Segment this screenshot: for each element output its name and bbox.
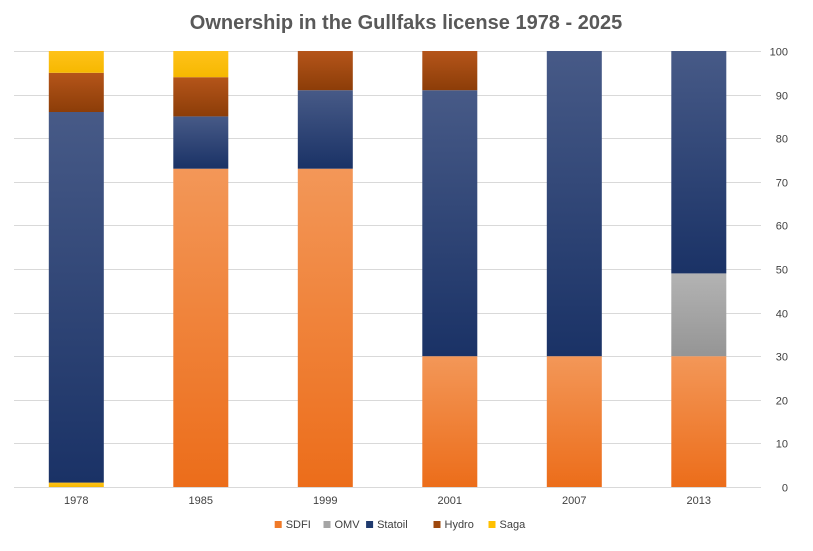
bar-segment-sdfi-1985 — [173, 168, 229, 487]
legend-swatch-sdfi — [274, 521, 282, 528]
bar-segment-statoil-2001 — [422, 90, 478, 357]
legend: SDFI OMV Statoil Hydro Saga — [274, 519, 527, 531]
legend-label-hydro: Hydro — [445, 519, 474, 531]
legend-label-statoil: Statoil — [377, 519, 408, 531]
y-tick-label: 100 — [770, 47, 788, 59]
legend-swatch-statoil — [366, 521, 374, 528]
chart-title: Ownership in the Gullfaks license 1978 -… — [190, 12, 622, 34]
bar-segment-hydro-1978 — [48, 72, 104, 112]
bar-segment-sdfi-2013 — [671, 356, 727, 487]
y-tick-label: 40 — [776, 309, 788, 321]
x-axis-ticks: 1978 1985 1999 2001 2007 2013 — [64, 495, 711, 507]
bar-segment-statoil-1999 — [297, 90, 353, 169]
x-tick-label: 2007 — [562, 495, 586, 507]
x-tick-label: 2001 — [438, 495, 462, 507]
legend-swatch-hydro — [433, 521, 441, 528]
y-tick-label: 50 — [776, 265, 788, 277]
legend-swatch-saga — [488, 521, 496, 528]
legend-label-omv: OMV — [335, 519, 361, 531]
legend-label-saga: Saga — [500, 519, 527, 531]
x-tick-label: 1978 — [64, 495, 88, 507]
bar-segment-hydro-2001 — [422, 51, 478, 91]
y-tick-label: 0 — [782, 483, 788, 495]
gridlines — [14, 51, 761, 488]
bar-segment-sdfi-1999 — [297, 168, 353, 487]
y-tick-label: 60 — [776, 221, 788, 233]
legend-label-sdfi: SDFI — [286, 519, 311, 531]
x-tick-label: 1985 — [189, 495, 213, 507]
bars — [48, 51, 727, 487]
y-tick-label: 80 — [776, 134, 788, 146]
bar-segment-hydro-1985 — [173, 77, 229, 117]
bar-segment-sdfi-2001 — [422, 356, 478, 487]
y-tick-label: 30 — [776, 352, 788, 364]
legend-swatch-omv — [323, 521, 331, 528]
y-tick-label: 90 — [776, 91, 788, 103]
bar-segment-sdfi-2007 — [546, 356, 602, 487]
y-tick-label: 70 — [776, 178, 788, 190]
bar-segment-statoil-1985 — [173, 116, 229, 169]
bar-segment-saga-1978 — [48, 51, 104, 73]
bar-segment-omv-2013 — [671, 273, 727, 357]
y-tick-label: 10 — [776, 439, 788, 451]
x-tick-label: 1999 — [313, 495, 337, 507]
bar-segment-statoil-1978 — [48, 112, 104, 483]
bar-segment-statoil-2007 — [546, 51, 602, 357]
x-tick-label: 2013 — [687, 495, 711, 507]
bar-segment-saga-1985 — [173, 51, 229, 78]
bar-segment-saga-1978 — [48, 482, 104, 487]
y-axis-ticks: 0 10 20 30 40 50 60 70 80 90 100 — [770, 47, 788, 495]
y-tick-label: 20 — [776, 396, 788, 408]
bar-segment-statoil-2013 — [671, 51, 727, 274]
bar-segment-hydro-1999 — [297, 51, 353, 91]
